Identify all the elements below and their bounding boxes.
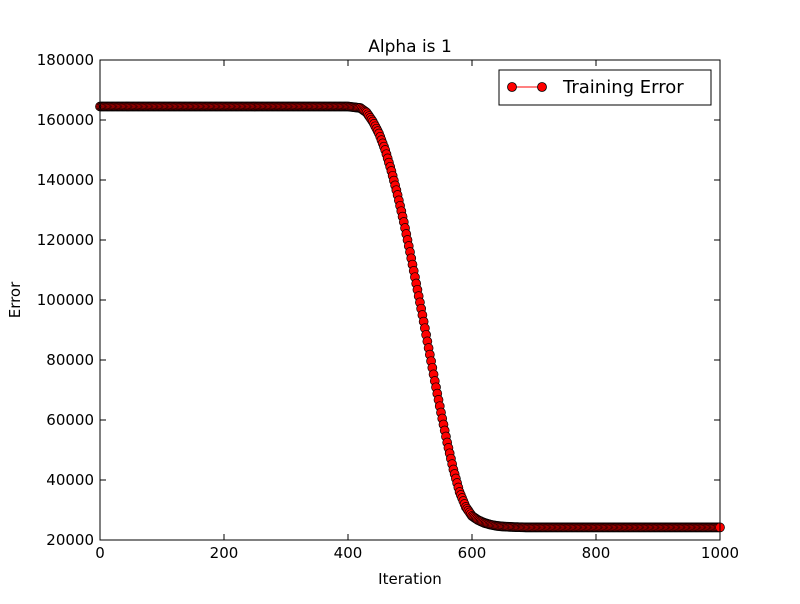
y-tick-label: 180000 [37, 51, 94, 69]
x-tick-label: 200 [210, 544, 239, 562]
x-tick-label: 0 [95, 544, 105, 562]
legend-marker-left [507, 82, 517, 92]
y-tick-label: 120000 [37, 231, 94, 249]
legend-label: Training Error [562, 77, 684, 98]
y-tick-label: 80000 [46, 351, 94, 369]
y-tick-label: 20000 [46, 531, 94, 549]
legend: Training Error [498, 69, 712, 106]
y-tick-label: 40000 [46, 471, 94, 489]
legend-marker-right [537, 82, 547, 92]
y-tick-label: 60000 [46, 411, 94, 429]
chart-title: Alpha is 1 [368, 37, 452, 57]
x-tick-label: 1000 [701, 544, 739, 562]
x-axis-ticks: 0 200 400 600 800 1000 [95, 60, 739, 562]
series-layer [95, 101, 725, 533]
y-tick-label: 140000 [37, 171, 94, 189]
y-tick-label: 100000 [37, 291, 94, 309]
y-tick-label: 160000 [37, 111, 94, 129]
y-axis-ticks: 20000 40000 60000 80000 100000 120000 140000 16… [37, 51, 720, 549]
x-tick-label: 600 [458, 544, 487, 562]
plot-area [100, 60, 720, 540]
y-axis-label: Error [6, 281, 24, 318]
x-tick-label: 400 [334, 544, 363, 562]
x-tick-label: 800 [582, 544, 611, 562]
x-axis-label: Iteration [378, 570, 442, 588]
